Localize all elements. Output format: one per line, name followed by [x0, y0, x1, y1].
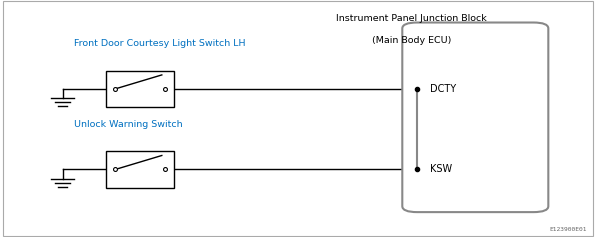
Text: DCTY: DCTY [430, 84, 457, 94]
FancyBboxPatch shape [3, 1, 593, 236]
Bar [106, 71, 174, 107]
Text: Unlock Warning Switch: Unlock Warning Switch [74, 120, 183, 129]
Text: Instrument Panel Junction Block: Instrument Panel Junction Block [336, 14, 486, 23]
Text: E123900E01: E123900E01 [550, 227, 587, 232]
Text: Front Door Courtesy Light Switch LH: Front Door Courtesy Light Switch LH [74, 39, 246, 48]
Text: (Main Body ECU): (Main Body ECU) [371, 36, 451, 45]
Bar [106, 151, 174, 188]
Text: KSW: KSW [430, 164, 452, 174]
FancyBboxPatch shape [402, 23, 548, 212]
